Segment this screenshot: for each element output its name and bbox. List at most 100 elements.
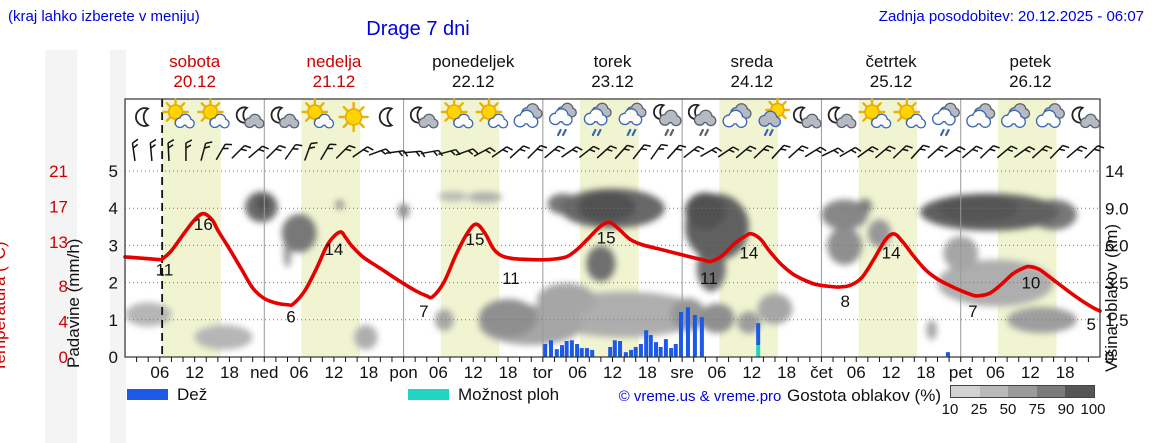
svg-text:12: 12 [742, 363, 761, 382]
day-header-petek: petek 26.12 [960, 52, 1100, 92]
svg-text:11: 11 [156, 260, 174, 279]
svg-text:14: 14 [882, 243, 901, 262]
day-date: 23.12 [591, 72, 634, 91]
svg-text:3.5: 3.5 [1105, 274, 1129, 293]
day-header-ponedeljek: ponedeljek 22.12 [403, 52, 543, 92]
svg-text:16: 16 [194, 215, 213, 234]
svg-text:čet: čet [810, 363, 833, 382]
moon-rain-icon [653, 103, 682, 137]
svg-text:14: 14 [324, 240, 343, 259]
shower-legend-swatch [408, 389, 449, 400]
svg-text:11: 11 [700, 269, 718, 288]
moon-cloud-icon [792, 106, 822, 129]
cloud-scale-segment [1008, 386, 1037, 397]
svg-text:4: 4 [59, 313, 68, 332]
cloud-scale-segment [979, 386, 1009, 397]
cloud-density-legend-label: Gostota oblakov (%) [786, 386, 941, 405]
sun-cloud-icon [858, 98, 892, 129]
credit-link[interactable]: © vreme.us & vreme.pro [618, 388, 782, 405]
svg-text:pet: pet [949, 363, 973, 382]
day-date: 24.12 [730, 72, 774, 91]
svg-text:3: 3 [109, 236, 118, 255]
rain-legend-swatch [127, 389, 168, 400]
sun-cloud-icon [162, 98, 195, 129]
svg-text:0: 0 [109, 348, 118, 367]
svg-text:06: 06 [568, 363, 587, 382]
svg-text:12: 12 [464, 363, 483, 382]
svg-text:7: 7 [968, 302, 977, 321]
svg-text:18: 18 [220, 363, 239, 382]
svg-text:18: 18 [359, 363, 378, 382]
sun-cloud-icon [196, 98, 230, 129]
day-header-sobota: sobota 20.12 [125, 52, 265, 92]
svg-text:9.0: 9.0 [1105, 199, 1129, 218]
svg-text:12: 12 [1021, 363, 1040, 382]
day-header-sreda: sreda 24.12 [682, 52, 822, 92]
svg-text:2: 2 [109, 274, 118, 293]
svg-text:06: 06 [847, 363, 866, 382]
rain-bars [543, 307, 950, 357]
cloud-scale-value: 75 [1028, 401, 1046, 418]
svg-text:12: 12 [185, 363, 204, 382]
svg-text:06: 06 [986, 363, 1005, 382]
svg-text:8: 8 [840, 292, 849, 311]
clouds-icon [966, 103, 996, 128]
moon-icon [378, 107, 394, 127]
cloud-scale-value: 50 [999, 401, 1017, 418]
svg-text:14: 14 [1105, 162, 1124, 181]
sun-cloud-icon [475, 98, 509, 129]
svg-text:17: 17 [49, 197, 68, 216]
clouds-icon [513, 103, 543, 128]
svg-text:15: 15 [597, 228, 616, 247]
shower-legend-label: Možnost ploh [458, 385, 560, 404]
svg-text:18: 18 [499, 363, 518, 382]
svg-text:06: 06 [150, 363, 169, 382]
cloud-scale-segment [1065, 386, 1094, 397]
svg-text:ned: ned [250, 363, 278, 382]
day-name: četrtek [865, 52, 917, 71]
svg-text:14: 14 [739, 243, 758, 262]
cloud-scale-value: 90 [1057, 401, 1075, 418]
cloud-density-gradient [950, 385, 1095, 398]
moon-cloud-icon [1071, 106, 1101, 129]
page-title: Drage 7 dni [366, 18, 470, 40]
day-date: 25.12 [869, 72, 913, 91]
svg-text:6.0: 6.0 [1105, 237, 1129, 256]
last-update-label: Zadnja posodobitev: 20.12.2025 - 06:07 [878, 8, 1144, 25]
svg-text:18: 18 [1056, 363, 1075, 382]
cloud-scale-segment [1036, 386, 1066, 397]
left-stripe-2 [110, 50, 126, 443]
temperature-curve [123, 211, 1102, 313]
cloud-rain-icon [583, 102, 612, 137]
gridlines [125, 170, 1100, 321]
sun-cloud-icon [440, 98, 474, 129]
cloud-scale-value: 10 [941, 401, 959, 418]
svg-text:06: 06 [708, 363, 727, 382]
moon-cloud-icon [235, 106, 265, 129]
temperature-axis-title: Temperatura (°C) [0, 241, 9, 372]
svg-text:12: 12 [603, 363, 622, 382]
wind-barbs [131, 138, 1105, 162]
svg-text:06: 06 [290, 363, 309, 382]
day-date: 20.12 [173, 72, 216, 91]
day-name: sobota [169, 52, 221, 71]
weather-icons [135, 97, 1101, 137]
svg-text:12: 12 [324, 363, 343, 382]
svg-text:10: 10 [1021, 274, 1040, 293]
svg-text:11: 11 [502, 269, 520, 288]
sun-icon [338, 101, 369, 133]
svg-text:18: 18 [638, 363, 657, 382]
location-hint: (kraj lahko izberete v meniju) [8, 8, 200, 25]
svg-text:7: 7 [419, 302, 428, 321]
svg-text:21: 21 [49, 162, 68, 181]
day-date: 26.12 [1009, 72, 1052, 91]
cloud-rain-icon [548, 102, 577, 137]
cloud-scale-value: 100 [1080, 401, 1106, 418]
day-header-četrtek: četrtek 25.12 [821, 52, 961, 92]
svg-text:pon: pon [389, 363, 417, 382]
day-name: sreda [730, 52, 774, 71]
day-date: 21.12 [312, 72, 356, 91]
svg-text:0: 0 [59, 348, 68, 367]
